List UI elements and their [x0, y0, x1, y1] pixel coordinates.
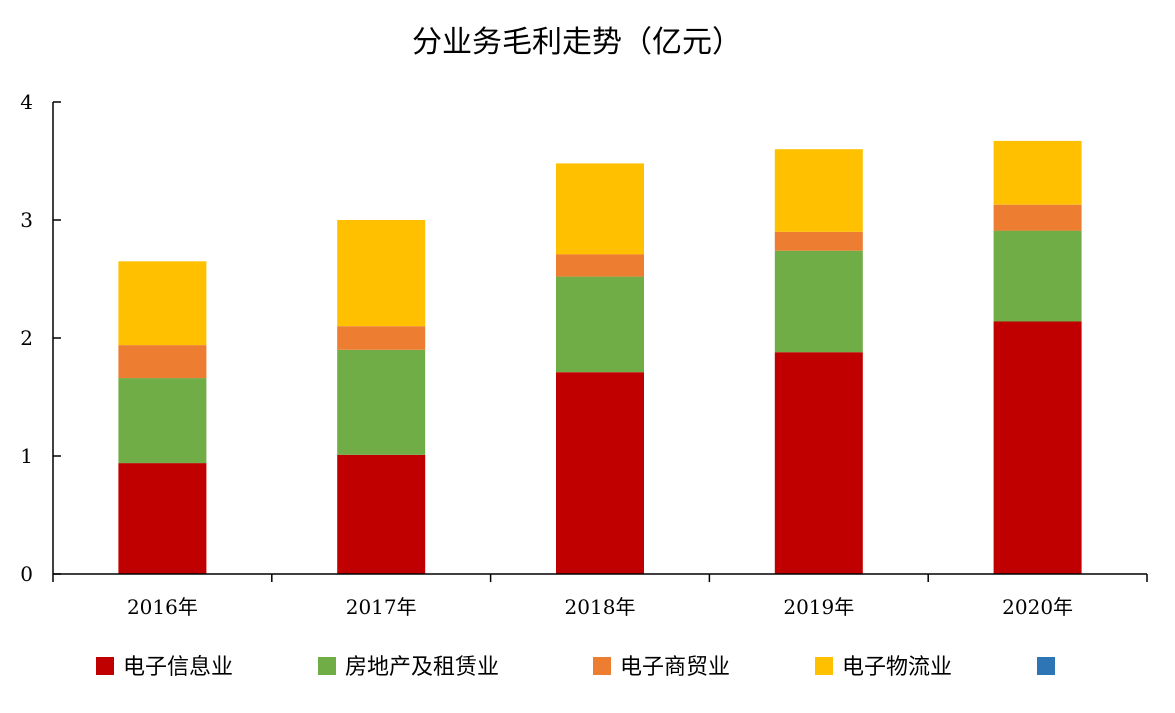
y-tick-label: 0: [20, 562, 33, 586]
bar-segment: [556, 372, 644, 574]
y-tick-label: 2: [20, 326, 33, 350]
legend-swatch: [815, 657, 833, 675]
bar-segment: [556, 254, 644, 277]
bar-segment: [993, 204, 1082, 231]
legend-label: 电子信息业: [123, 655, 233, 680]
bar-segment: [118, 463, 207, 574]
bar-segment: [556, 276, 644, 373]
x-tick-label: 2019年: [783, 595, 854, 619]
x-tick-label: 2020年: [1002, 595, 1073, 619]
x-tick-label: 2016年: [127, 595, 198, 619]
legend-swatch: [1037, 657, 1055, 675]
x-tick-label: 2018年: [565, 595, 636, 619]
bar-segment: [993, 230, 1082, 322]
legend: 电子信息业 房地产及租赁业 电子商贸业 电子物流业: [96, 655, 1055, 680]
bar-segment: [774, 231, 863, 251]
chart-title: 分业务毛利走势（亿元）: [412, 25, 742, 60]
axes-layer: 2016年 2017年 2018年 2019年 2020年 0 1 2 3 4: [20, 90, 1148, 619]
bar-segment: [337, 220, 426, 327]
bar-segment: [774, 352, 863, 574]
bar-segment: [774, 250, 863, 353]
bar-segment: [337, 349, 426, 455]
legend-swatch: [96, 657, 114, 675]
bar-segment: [337, 326, 426, 350]
bar-segment: [337, 454, 426, 574]
bar-segment: [118, 261, 207, 346]
bar-segment: [993, 321, 1082, 574]
y-tick-label: 3: [20, 208, 33, 232]
bar-segment: [774, 149, 863, 232]
legend-swatch: [593, 657, 611, 675]
y-tick-label: 1: [20, 444, 33, 468]
bar-segment: [993, 140, 1082, 205]
legend-swatch: [318, 657, 336, 675]
legend-label: 电子物流业: [842, 655, 952, 680]
y-tick-label: 4: [20, 90, 33, 114]
bar-segment: [556, 163, 644, 255]
bar-segment: [118, 378, 207, 464]
legend-label: 电子商贸业: [620, 655, 730, 680]
x-tick-label: 2017年: [346, 595, 417, 619]
bars-layer: [118, 140, 1082, 574]
legend-label: 房地产及租赁业: [345, 655, 499, 680]
bar-segment: [118, 345, 207, 379]
